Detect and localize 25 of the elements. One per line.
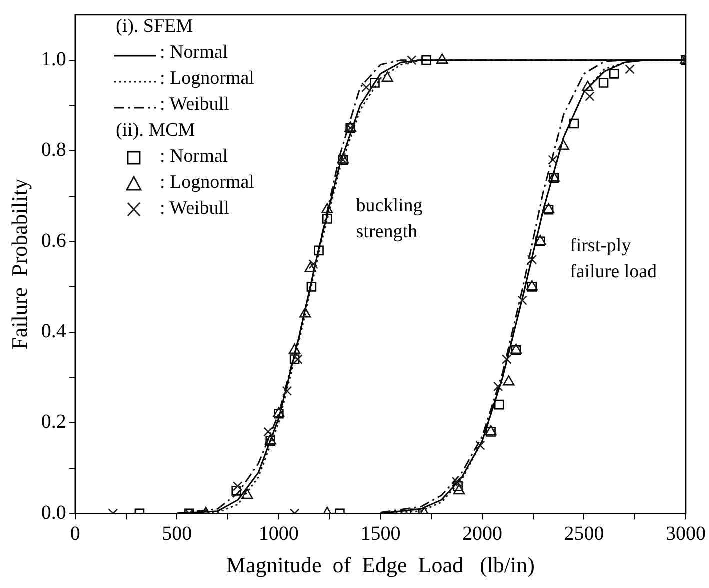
x-tick-label: 500	[162, 522, 192, 545]
x-tick-label: 1000	[258, 522, 299, 545]
x-axis-title: Magnitude of Edge Load (lb/in)	[226, 552, 535, 578]
x-tick-label: 3000	[666, 522, 706, 545]
x-tick-label: 2000	[462, 522, 502, 545]
legend-label: : Normal	[160, 41, 228, 65]
legend-label: : Weibull	[160, 93, 230, 117]
y-tick-label: 0.0	[41, 502, 66, 524]
y-axis-title: Failure Probability	[6, 178, 32, 350]
legend-label: : Lognormal	[160, 171, 254, 195]
y-tick-label: 0.6	[41, 230, 66, 252]
y-tick-label: 1.0	[41, 48, 66, 71]
x-tick-label: 1500	[360, 522, 401, 545]
annotation: first-ply failure load	[570, 235, 658, 282]
y-tick-label: 0.2	[41, 411, 66, 434]
annotation: buckling strength	[356, 195, 424, 242]
y-tick-label: 0.8	[41, 139, 66, 162]
x-tick-label: 0	[70, 522, 80, 545]
y-tick-label: 0.4	[41, 320, 66, 343]
legend-label: : Weibull	[160, 197, 230, 221]
annotation: (i). SFEM	[115, 15, 194, 39]
x-tick-label: 2500	[564, 522, 604, 545]
annotation: (ii). MCM	[115, 119, 196, 143]
legend-label: : Lognormal	[160, 67, 254, 91]
legend-label: : Normal	[160, 145, 228, 169]
